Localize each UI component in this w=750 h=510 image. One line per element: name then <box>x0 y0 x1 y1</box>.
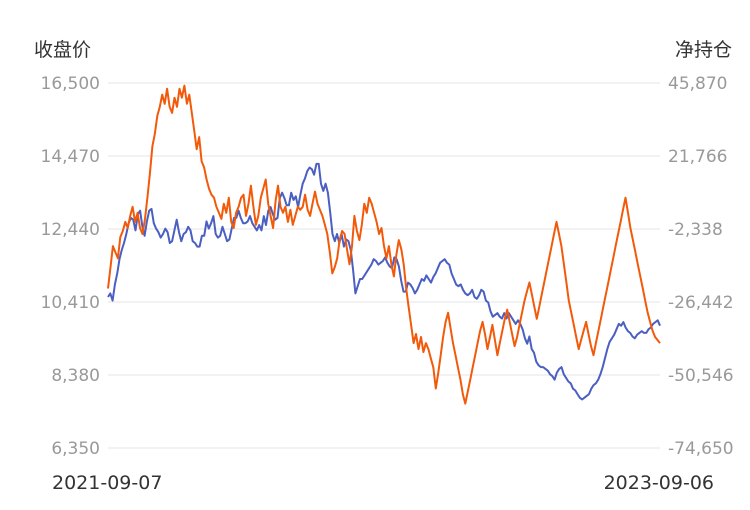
x-end-label: 2023-09-06 <box>604 472 714 494</box>
grid-lines <box>108 82 660 449</box>
net-position-line <box>107 84 661 405</box>
right-tick-label: 45,870 <box>668 74 727 94</box>
right-tick-label: 21,766 <box>668 147 727 167</box>
left-tick-label: 10,410 <box>41 293 100 313</box>
right-tick-label: -74,650 <box>668 439 734 459</box>
left-tick-label: 12,440 <box>41 220 100 240</box>
right-tick-label: -50,546 <box>668 366 734 386</box>
close-price-line <box>107 162 661 401</box>
left-tick-label: 14,470 <box>41 147 100 167</box>
x-start-label: 2021-09-07 <box>52 472 162 494</box>
right-axis-ticks: 45,870 21,766 -2,338 -26,442 -50,546 -74,650 <box>668 74 734 459</box>
series-layer <box>107 84 661 405</box>
right-axis-title: 净持仓 <box>675 39 732 61</box>
right-tick-label: -26,442 <box>668 293 734 313</box>
left-tick-label: 8,380 <box>51 366 100 386</box>
left-tick-label: 6,350 <box>51 439 100 459</box>
left-axis-title: 收盘价 <box>34 39 91 61</box>
left-axis-ticks: 16,500 14,470 12,440 10,410 8,380 6,350 <box>41 74 100 459</box>
right-tick-label: -2,338 <box>668 220 723 240</box>
left-tick-label: 16,500 <box>41 74 100 94</box>
